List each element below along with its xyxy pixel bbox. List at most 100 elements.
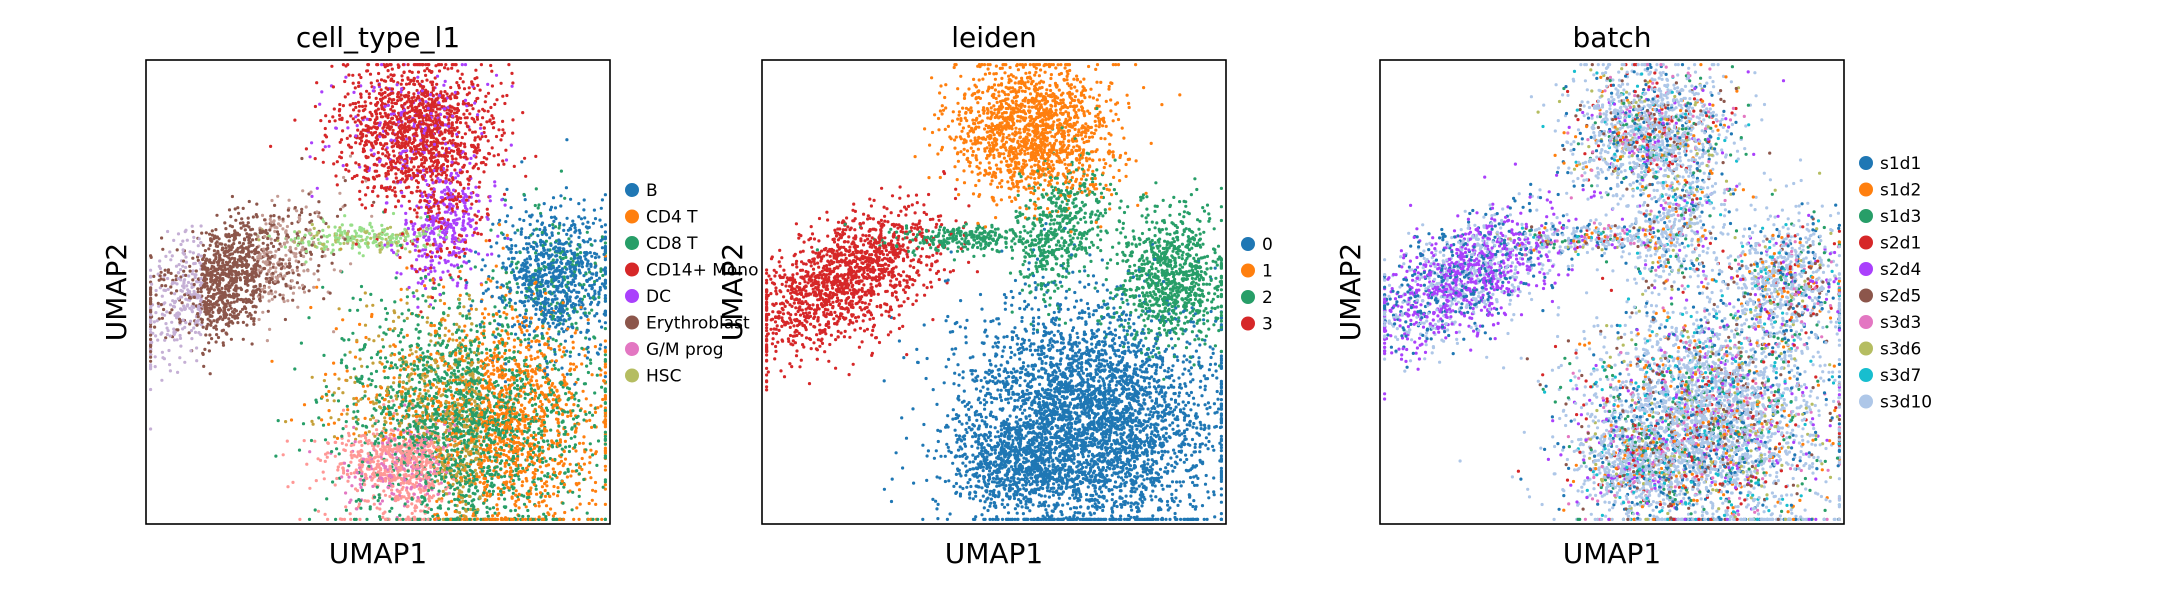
scatter-point bbox=[483, 316, 486, 319]
scatter-point bbox=[149, 275, 152, 278]
scatter-point bbox=[360, 139, 363, 142]
scatter-point bbox=[517, 436, 520, 439]
scatter-point bbox=[490, 354, 493, 357]
scatter-point bbox=[450, 161, 453, 164]
scatter-point bbox=[534, 297, 537, 300]
scatter-point bbox=[340, 475, 343, 478]
scatter-point bbox=[210, 337, 213, 340]
scatter-point bbox=[560, 327, 563, 330]
scatter-point bbox=[566, 373, 569, 376]
scatter-point bbox=[412, 92, 415, 95]
scatter-point bbox=[494, 435, 497, 438]
scatter-point bbox=[358, 252, 361, 255]
scatter-point bbox=[523, 304, 526, 307]
scatter-point bbox=[448, 178, 451, 181]
scatter-point bbox=[510, 206, 513, 209]
scatter-point bbox=[390, 507, 393, 510]
scatter-point bbox=[273, 230, 276, 233]
scatter-point bbox=[305, 147, 308, 150]
scatter-point bbox=[505, 271, 508, 274]
scatter-point bbox=[475, 151, 478, 154]
scatter-point bbox=[184, 298, 187, 301]
scatter-point bbox=[586, 240, 589, 243]
scatter-point bbox=[347, 439, 350, 442]
scatter-point bbox=[373, 503, 376, 506]
scatter-point bbox=[574, 331, 577, 334]
scatter-point bbox=[375, 102, 378, 105]
scatter-point bbox=[521, 283, 524, 286]
scatter-point bbox=[227, 256, 230, 259]
scatter-point bbox=[469, 328, 472, 331]
scatter-point bbox=[387, 376, 390, 379]
scatter-point bbox=[369, 293, 372, 296]
scatter-point bbox=[364, 104, 367, 107]
scatter-point bbox=[382, 345, 385, 348]
scatter-point bbox=[600, 386, 603, 389]
scatter-point bbox=[154, 355, 157, 358]
scatter-point bbox=[164, 322, 167, 325]
scatter-point bbox=[502, 487, 505, 490]
scatter-point bbox=[418, 234, 421, 237]
scatter-point bbox=[512, 479, 515, 482]
scatter-point bbox=[566, 308, 569, 311]
scatter-point bbox=[445, 168, 448, 171]
scatter-point bbox=[387, 170, 390, 173]
scatter-point bbox=[340, 358, 343, 361]
scatter-point bbox=[604, 480, 607, 483]
scatter-point bbox=[411, 352, 414, 355]
scatter-point bbox=[340, 361, 343, 364]
scatter-point bbox=[556, 418, 559, 421]
scatter-point bbox=[399, 98, 402, 101]
scatter-point bbox=[207, 299, 210, 302]
scatter-point bbox=[525, 210, 528, 213]
scatter-point bbox=[169, 334, 172, 337]
scatter-point bbox=[404, 502, 407, 505]
scatter-point bbox=[366, 69, 369, 72]
scatter-point bbox=[500, 493, 503, 496]
scatter-point bbox=[426, 415, 429, 418]
scatter-point bbox=[202, 365, 205, 368]
scatter-point bbox=[350, 484, 353, 487]
scatter-point bbox=[427, 224, 430, 227]
scatter-point bbox=[364, 324, 367, 327]
scatter-point bbox=[387, 400, 390, 403]
scatter-point bbox=[493, 180, 496, 183]
scatter-point bbox=[184, 266, 187, 269]
scatter-point bbox=[327, 423, 330, 426]
scatter-point bbox=[364, 436, 367, 439]
scatter-point bbox=[504, 329, 507, 332]
scatter-point bbox=[415, 350, 418, 353]
scatter-point bbox=[267, 310, 270, 313]
scatter-point bbox=[442, 518, 445, 521]
scatter-point bbox=[323, 477, 326, 480]
scatter-point bbox=[366, 365, 369, 368]
scatter-point bbox=[444, 390, 447, 393]
scatter-point bbox=[490, 253, 493, 256]
scatter-point bbox=[357, 81, 360, 84]
scatter-point bbox=[464, 122, 467, 125]
scatter-point bbox=[434, 299, 437, 302]
scatter-point bbox=[431, 83, 434, 86]
scatter-point bbox=[566, 475, 569, 478]
scatter-point bbox=[172, 305, 175, 308]
scatter-point bbox=[332, 330, 335, 333]
scatter-point bbox=[179, 243, 182, 246]
scatter-point bbox=[585, 315, 588, 318]
scatter-point bbox=[345, 425, 348, 428]
scatter-point bbox=[378, 515, 381, 518]
scatter-point bbox=[604, 230, 607, 233]
scatter-point bbox=[504, 268, 507, 271]
scatter-point bbox=[329, 416, 332, 419]
scatter-point bbox=[347, 73, 350, 76]
scatter-point bbox=[477, 143, 480, 146]
scatter-point bbox=[600, 207, 603, 210]
scatter-point bbox=[476, 432, 479, 435]
scatter-point bbox=[158, 259, 161, 262]
scatter-point bbox=[467, 213, 470, 216]
scatter-point bbox=[187, 281, 190, 284]
scatter-point bbox=[406, 76, 409, 79]
scatter-point bbox=[394, 194, 397, 197]
scatter-point bbox=[380, 434, 383, 437]
scatter-point bbox=[389, 417, 392, 420]
scatter-point bbox=[400, 288, 403, 291]
